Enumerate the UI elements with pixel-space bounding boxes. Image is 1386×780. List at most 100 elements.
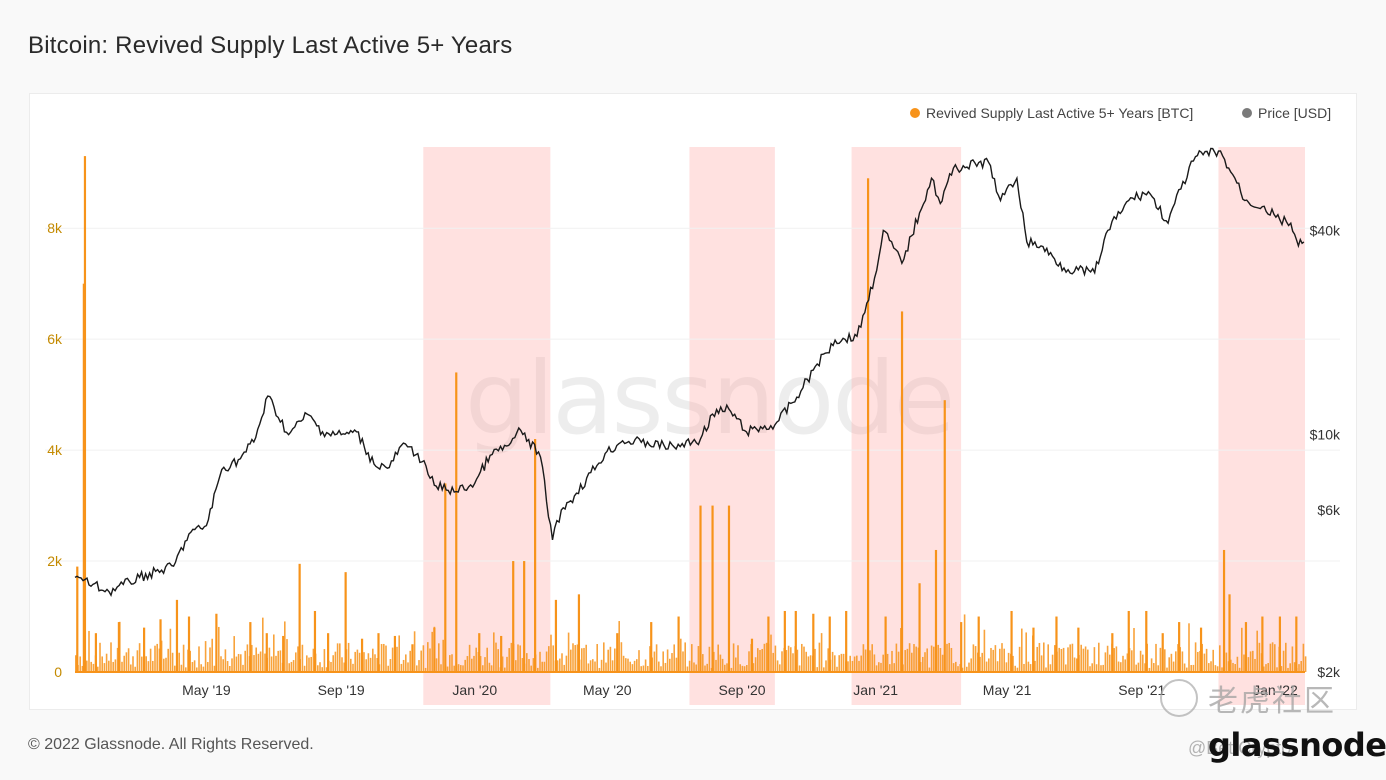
supply-bar [433, 627, 436, 672]
x-tick-label: Sep '20 [719, 682, 766, 698]
supply-bar-small [600, 659, 603, 672]
supply-bar-small [875, 665, 878, 672]
supply-bar-small [614, 648, 616, 672]
supply-bar-small [620, 642, 623, 672]
supply-bar-small [1263, 666, 1265, 672]
supply-bar-small [541, 661, 543, 672]
supply-bar-small [691, 644, 693, 672]
supply-bar [554, 599, 558, 672]
supply-bar-small [816, 667, 818, 672]
supply-bar [1178, 622, 1181, 672]
supply-bar-small [631, 664, 634, 672]
supply-bar-small [279, 650, 282, 672]
supply-bar-small [1164, 649, 1166, 672]
legend-item-price[interactable]: Price [USD] [1242, 105, 1331, 121]
supply-bar-small [446, 666, 449, 672]
supply-bar-small [675, 657, 678, 672]
supply-bar-small [873, 654, 876, 672]
supply-bar-small [609, 646, 612, 672]
supply-bar-small [570, 649, 572, 672]
legend-item-supply[interactable]: Revived Supply Last Active 5+ Years [BTC… [910, 105, 1193, 121]
supply-bar-small [264, 653, 266, 672]
supply-bar-small [297, 646, 299, 672]
supply-bar-small [189, 650, 191, 672]
supply-bar [1295, 616, 1298, 672]
supply-bar-small [108, 660, 110, 672]
supply-bar-small [730, 667, 733, 672]
supply-bar-small [871, 644, 873, 672]
supply-bar-small [490, 665, 493, 672]
supply-bar-small [308, 657, 310, 672]
supply-bar-small [809, 655, 812, 672]
supply-bar-small [592, 659, 594, 672]
supply-bar-small [1192, 664, 1195, 672]
supply-bar-small [847, 661, 849, 672]
x-tick-label: Jan '22 [1253, 682, 1298, 698]
supply-bar-small [545, 651, 548, 672]
supply-bar-small [86, 660, 88, 672]
supply-bar-small [869, 650, 871, 672]
supply-bar-small [255, 647, 257, 672]
supply-bar-small [1236, 656, 1239, 672]
supply-bar-small [510, 642, 513, 672]
supply-bar-small [983, 629, 986, 672]
supply-bar-small [823, 667, 825, 672]
supply-bar-small [284, 621, 286, 672]
supply-bar-small [556, 660, 559, 672]
supply-bar-small [473, 655, 475, 672]
supply-bar-small [941, 654, 944, 672]
supply-bar [117, 622, 121, 672]
supply-bar-small [244, 650, 246, 672]
supply-bar-small [798, 665, 801, 672]
supply-bar-small [559, 658, 561, 672]
supply-bar-small [774, 645, 777, 672]
supply-bar-small [1040, 655, 1043, 672]
supply-bar-small [218, 626, 220, 672]
supply-bar-small [136, 650, 139, 672]
supply-bar-small [532, 658, 535, 672]
supply-bar-small [741, 665, 744, 672]
supply-bar-small [792, 653, 794, 672]
supply-bar-small [937, 644, 939, 672]
supply-bar-small [471, 658, 473, 672]
price-line [74, 147, 1305, 597]
right-tick-label: $10k [1310, 427, 1341, 443]
supply-bar-small [688, 660, 691, 672]
supply-bar-small [75, 655, 77, 672]
supply-bar-small [820, 633, 823, 672]
supply-bar-small [1267, 663, 1269, 672]
supply-bar-small [638, 650, 640, 672]
supply-bar [711, 505, 714, 672]
supply-bar-small [398, 635, 400, 672]
supply-bar-small [290, 661, 293, 672]
supply-bar-small [664, 662, 667, 672]
supply-bar-small [1122, 655, 1124, 672]
supply-bar [1077, 627, 1080, 672]
supply-bar-small [288, 663, 290, 672]
supply-bar-small [1170, 653, 1173, 672]
highlight-period-3 [851, 147, 962, 705]
supply-bar-small [1124, 659, 1126, 672]
supply-bar-small [779, 664, 781, 672]
supply-bar-small [1238, 667, 1241, 672]
supply-bar-small [1241, 627, 1243, 672]
supply-bar [500, 635, 503, 672]
supply-bar-small [1144, 663, 1146, 672]
supply-bar [298, 563, 301, 672]
supply-bar-small [323, 649, 326, 672]
supply-bar-small [508, 648, 510, 672]
supply-bar-small [886, 653, 889, 672]
supply-bar-small [897, 651, 900, 672]
supply-bar-small [1172, 661, 1175, 672]
supply-bar-small [1045, 667, 1047, 672]
supply-bar [94, 633, 98, 672]
supply-bar-small [1058, 647, 1060, 672]
supply-bar-small [105, 653, 108, 672]
supply-bar-small [240, 654, 242, 672]
supply-bar [1161, 633, 1164, 672]
supply-bar-small [457, 664, 460, 672]
supply-bar [377, 633, 380, 672]
supply-bar-small [222, 659, 224, 672]
supply-bar-small [1203, 653, 1206, 672]
supply-bar-small [537, 667, 539, 672]
